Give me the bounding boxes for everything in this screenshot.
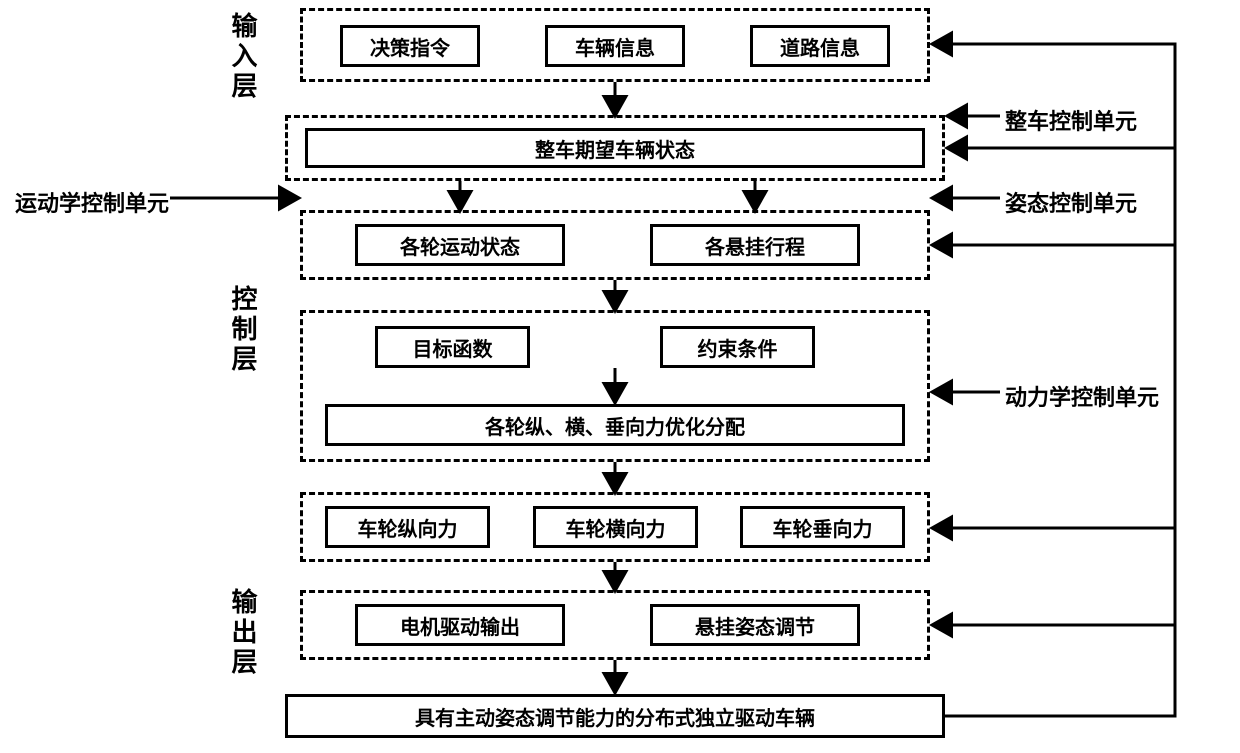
box-force-long: 车轮纵向力 <box>325 506 490 548</box>
box-allocation: 各轮纵、横、垂向力优化分配 <box>325 404 905 446</box>
box-suspension-adj: 悬挂姿态调节 <box>650 604 860 646</box>
box-suspension-travel: 各悬挂行程 <box>650 224 860 266</box>
box-road-info: 道路信息 <box>750 25 890 67</box>
label-dynamics-unit: 动力学控制单元 <box>1005 380 1159 412</box>
box-constraint: 约束条件 <box>660 326 815 368</box>
box-expected-state: 整车期望车辆状态 <box>305 128 925 168</box>
side-label-input: 输入层 <box>225 12 262 102</box>
box-motor: 电机驱动输出 <box>355 604 565 646</box>
label-vehicle-unit: 整车控制单元 <box>1005 104 1137 136</box>
box-objective: 目标函数 <box>375 326 530 368</box>
label-attitude-unit: 姿态控制单元 <box>1005 186 1137 218</box>
box-wheel-motion: 各轮运动状态 <box>355 224 565 266</box>
box-force-vert: 车轮垂向力 <box>740 506 905 548</box>
side-label-control: 控制层 <box>225 285 262 375</box>
diagram-root: 输入层 控制层 输出层 运动学控制单元 整车控制单元 姿态控制单元 动力学控制单… <box>0 0 1240 753</box>
side-label-output: 输出层 <box>225 588 262 678</box>
box-decision: 决策指令 <box>340 25 480 67</box>
box-final: 具有主动姿态调节能力的分布式独立驱动车辆 <box>285 694 945 738</box>
box-force-lat: 车轮横向力 <box>533 506 698 548</box>
label-kinematics-unit: 运动学控制单元 <box>15 186 169 218</box>
box-vehicle-info: 车辆信息 <box>545 25 685 67</box>
